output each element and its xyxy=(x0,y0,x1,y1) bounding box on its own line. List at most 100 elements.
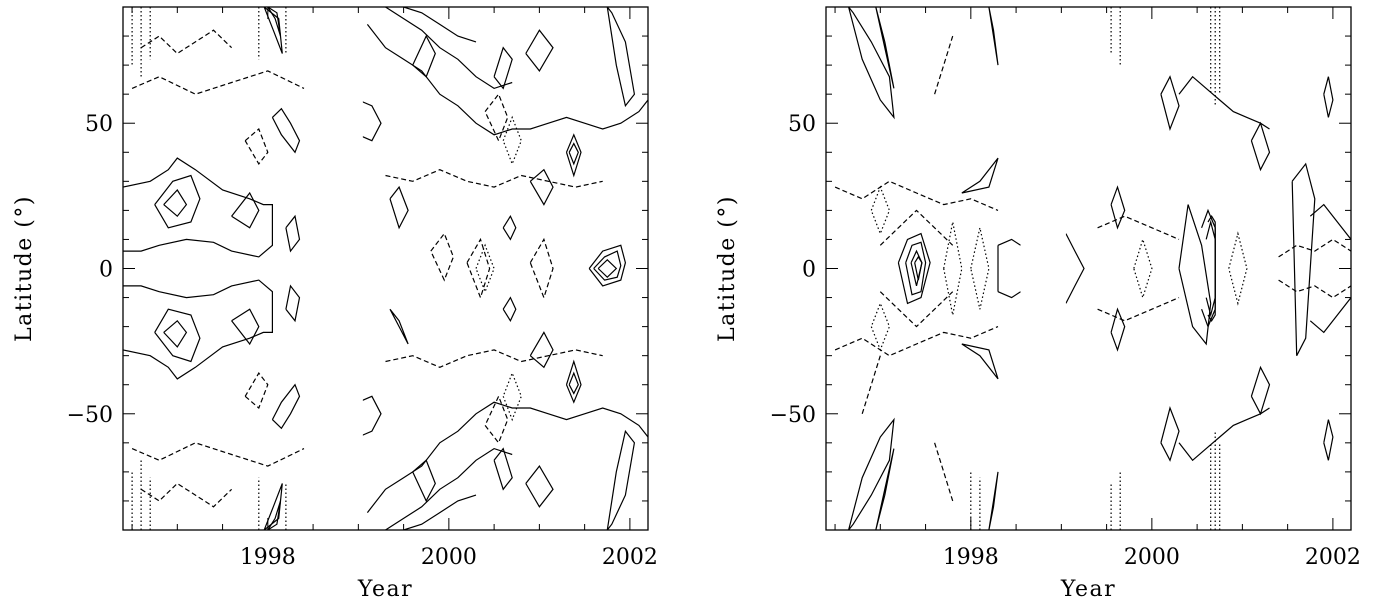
x-tick-label: 2000 xyxy=(421,545,477,570)
contour-lines xyxy=(123,7,648,530)
solid-contour-40 xyxy=(358,99,382,142)
solid-contour-32 xyxy=(988,7,999,66)
contour-lines xyxy=(834,7,1351,530)
solid-contour-4 xyxy=(875,448,895,530)
solid-contour-14 xyxy=(285,284,301,323)
solid-contour-20 xyxy=(385,447,513,530)
dotted-contour-3 xyxy=(943,221,963,316)
solid-contour-25 xyxy=(1160,406,1180,462)
solid-contour-12 xyxy=(997,291,1021,299)
solid-contour-4 xyxy=(154,308,201,363)
solid-contour-11 xyxy=(997,238,1021,246)
dashed-contour-4 xyxy=(140,482,233,508)
solid-contour-25 xyxy=(565,133,582,178)
dashed-contour-5 xyxy=(385,169,603,188)
dashed-contour-10 xyxy=(934,35,954,95)
solid-contour-13 xyxy=(285,214,301,253)
dashed-contour-13 xyxy=(244,372,269,410)
dashed-contour-2 xyxy=(131,442,305,467)
dashed-contour-5 xyxy=(1097,215,1180,240)
solid-contour-31 xyxy=(1323,419,1334,461)
dashed-contour-6 xyxy=(385,349,603,368)
solid-contour-9 xyxy=(961,157,999,194)
dashed-contour-12 xyxy=(244,127,269,165)
x-tick-label: 2000 xyxy=(1124,545,1180,570)
solid-contour-2 xyxy=(123,279,273,380)
solid-contour-18 xyxy=(1207,215,1216,322)
solid-contour-37 xyxy=(525,465,554,508)
y-tick-label: −50 xyxy=(67,403,113,428)
solid-contour-14 xyxy=(1065,233,1085,304)
chart-panel-2: 50 0 −50 1998 2000 2002 Year Latitude (°) xyxy=(715,6,1361,602)
y-tick-label: 0 xyxy=(802,258,816,283)
plot-frame xyxy=(122,6,649,531)
solid-contour-19 xyxy=(385,7,513,90)
solid-contour-26 xyxy=(568,142,579,166)
solid-contour-17 xyxy=(366,24,648,136)
solid-contour-20 xyxy=(1309,203,1351,240)
dashed-contour-4 xyxy=(879,291,954,328)
dashed-contour-11 xyxy=(934,442,954,502)
data-gap xyxy=(1020,8,1066,529)
solid-contour-16 xyxy=(271,383,301,430)
solid-contour-22 xyxy=(1178,75,1270,130)
solid-contour-31 xyxy=(597,258,618,279)
y-axis-label: Latitude (°) xyxy=(12,195,37,342)
x-tick-label: 1998 xyxy=(943,545,999,570)
solid-contour-26 xyxy=(1250,121,1271,172)
solid-contour-38 xyxy=(389,185,409,230)
x-tick-label: 1998 xyxy=(240,545,296,570)
dotted-contour-1 xyxy=(870,185,891,236)
dotted-contour-5 xyxy=(1228,231,1248,306)
y-tick-label: 50 xyxy=(85,112,113,137)
solid-contour-3 xyxy=(154,174,201,229)
solid-contour-6 xyxy=(163,319,188,348)
solid-contour-39 xyxy=(389,308,409,345)
solid-contour-2 xyxy=(848,417,895,530)
dashed-contour-10 xyxy=(484,92,509,143)
dashed-contour-2 xyxy=(834,326,999,357)
dotted-contour-13 xyxy=(502,371,522,422)
dotted-contour-11 xyxy=(475,243,495,294)
dashed-contour-8 xyxy=(466,237,491,300)
solid-contour-42 xyxy=(529,168,554,206)
x-axis-label: Year xyxy=(357,577,413,602)
solid-contour-22 xyxy=(403,494,477,530)
dashed-contour-6 xyxy=(1097,297,1180,322)
solid-contour-8 xyxy=(231,308,260,346)
solid-contour-44 xyxy=(502,214,517,241)
solid-contour-33 xyxy=(493,447,513,491)
dotted-contour-4 xyxy=(970,227,990,310)
solid-contour-35 xyxy=(412,459,436,503)
dotted-contour-12 xyxy=(502,115,522,166)
solid-contour-41 xyxy=(358,395,382,438)
solid-contour-3 xyxy=(875,7,895,89)
dashed-contour-8 xyxy=(1278,279,1351,299)
solid-contour-10 xyxy=(263,7,283,54)
solid-contour-12 xyxy=(263,483,283,530)
solid-contour-29 xyxy=(588,244,627,287)
dotted-contour-2 xyxy=(870,301,891,352)
solid-contour-33 xyxy=(988,471,999,530)
solid-contour-43 xyxy=(529,331,554,369)
solid-contour-21 xyxy=(403,7,477,43)
solid-contour-18 xyxy=(366,401,648,513)
solid-contour-1 xyxy=(848,7,895,120)
chart-panel-1: 50 0 −50 1998 2000 2002 Year Latitude (°) xyxy=(12,6,658,602)
solid-contour-10 xyxy=(961,343,999,380)
dashed-contour-9 xyxy=(861,355,881,414)
solid-contour-8 xyxy=(914,255,923,281)
y-tick-label: 50 xyxy=(788,112,816,137)
data-gap xyxy=(317,8,363,529)
solid-contour-15 xyxy=(271,107,301,154)
solid-contour-30 xyxy=(1323,76,1334,118)
solid-contour-32 xyxy=(493,46,513,90)
plot-frame xyxy=(825,6,1352,531)
solid-contour-16 xyxy=(1201,208,1216,329)
dashed-contour-3 xyxy=(879,209,954,246)
y-tick-label: 0 xyxy=(99,258,113,283)
dashed-contour-7 xyxy=(1278,238,1351,258)
x-tick-label: 2002 xyxy=(602,545,658,570)
